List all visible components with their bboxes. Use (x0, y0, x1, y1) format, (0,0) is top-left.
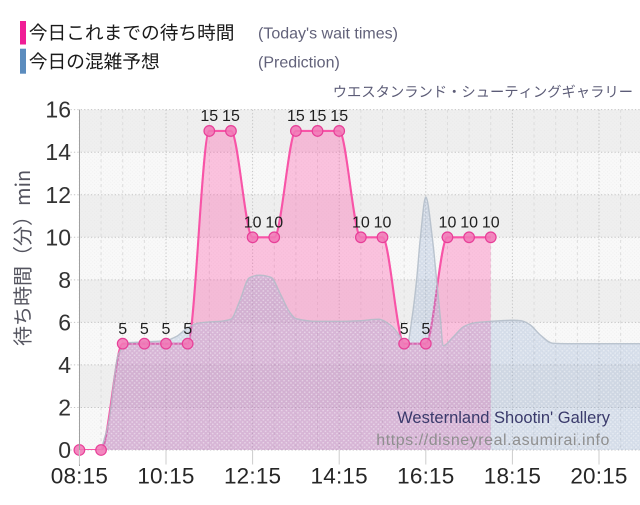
svg-text:18:15: 18:15 (484, 464, 541, 489)
svg-text:5: 5 (421, 321, 430, 338)
svg-text:10:15: 10:15 (137, 464, 194, 489)
svg-text:10: 10 (460, 215, 478, 232)
svg-text:10: 10 (265, 215, 283, 232)
svg-text:(Prediction): (Prediction) (258, 54, 340, 71)
svg-text:15: 15 (200, 108, 218, 125)
svg-text:10: 10 (374, 215, 392, 232)
svg-text:8: 8 (58, 267, 71, 293)
svg-text:10: 10 (352, 215, 370, 232)
svg-text:5: 5 (162, 321, 171, 338)
svg-text:15: 15 (287, 108, 305, 125)
svg-text:15: 15 (222, 108, 240, 125)
svg-text:5: 5 (183, 321, 192, 338)
svg-text:20:15: 20:15 (570, 464, 627, 489)
svg-text:14:15: 14:15 (311, 464, 368, 489)
svg-text:15: 15 (309, 108, 327, 125)
svg-text:10: 10 (439, 215, 457, 232)
svg-text:2: 2 (58, 394, 71, 420)
svg-text:0: 0 (58, 437, 71, 463)
svg-text:5: 5 (400, 321, 409, 338)
svg-text:4: 4 (58, 352, 71, 378)
svg-text:6: 6 (58, 309, 71, 335)
svg-text:10: 10 (244, 215, 262, 232)
svg-text:08:15: 08:15 (51, 464, 108, 489)
svg-text:https://disneyreal.asumirai.in: https://disneyreal.asumirai.info (376, 432, 610, 449)
svg-text:12:15: 12:15 (224, 464, 281, 489)
svg-text:5: 5 (118, 321, 127, 338)
svg-text:16: 16 (45, 97, 71, 123)
svg-text:10: 10 (45, 224, 71, 250)
svg-text:5: 5 (140, 321, 149, 338)
svg-text:10: 10 (482, 215, 500, 232)
svg-text:Westernland Shootin' Gallery: Westernland Shootin' Gallery (397, 409, 611, 427)
svg-text:(Today's wait times): (Today's wait times) (258, 26, 398, 43)
svg-text:12: 12 (45, 182, 71, 208)
svg-text:14: 14 (45, 139, 71, 165)
svg-text:16:15: 16:15 (397, 464, 454, 489)
svg-text:15: 15 (330, 108, 348, 125)
